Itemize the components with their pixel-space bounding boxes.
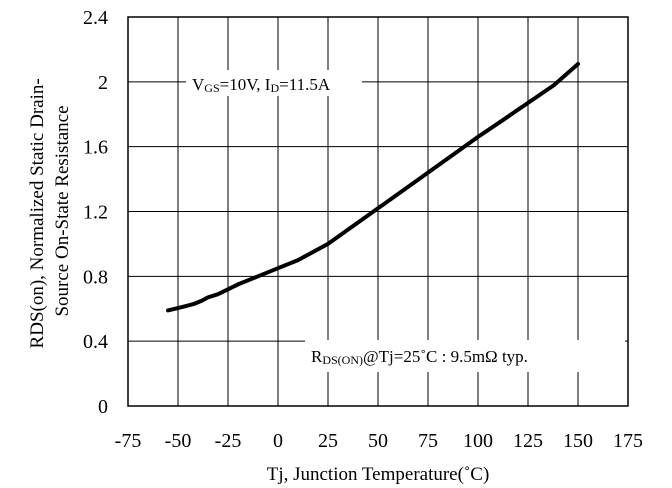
rds-annotation: RDS(ON)@Tj=25˚C : 9.5mΩ typ. xyxy=(311,347,528,367)
y-tick-label: 2 xyxy=(98,72,108,94)
x-tick-label: 50 xyxy=(368,430,388,452)
x-tick-label: 100 xyxy=(463,430,493,452)
y-tick-label: 0 xyxy=(98,396,108,418)
x-tick-label: 75 xyxy=(418,430,438,452)
y-tick-label: 0.4 xyxy=(83,331,108,353)
x-tick-label: 150 xyxy=(563,430,593,452)
y-tick-label: 2.4 xyxy=(83,7,108,29)
x-tick-label: -50 xyxy=(165,430,192,452)
plot-frame xyxy=(127,16,629,407)
x-tick-label: -25 xyxy=(215,430,242,452)
y-axis-title-line2: Source On-State Resistance xyxy=(52,105,73,316)
x-tick-labels: -75 -50 -25 0 25 50 75 100 125 150 175 xyxy=(115,430,643,452)
y-tick-labels: 0 0.4 0.8 1.2 1.6 2 2.4 xyxy=(83,7,108,418)
y-tick-label: 0.8 xyxy=(83,266,108,288)
x-tick-label: 0 xyxy=(273,430,283,452)
conditions-box-bg xyxy=(186,70,362,96)
conditions-annotation: VGS=10V, ID=11.5A xyxy=(192,75,331,95)
y-axis-title-line1: RDS(on), Normalized Static Drain- xyxy=(27,78,48,348)
x-axis-title: Tj, Junction Temperature(˚C) xyxy=(267,464,490,485)
y-tick-label: 1.6 xyxy=(83,137,108,159)
x-tick-label: 25 xyxy=(318,430,338,452)
series-line xyxy=(166,62,580,313)
x-tick-label: -75 xyxy=(115,430,142,452)
y-axis-title: RDS(on), Normalized Static Drain- Source… xyxy=(27,74,73,349)
rds-box-bg xyxy=(305,340,625,372)
y-tick-label: 1.2 xyxy=(83,202,108,224)
x-tick-label: 125 xyxy=(513,430,543,452)
x-tick-label: 175 xyxy=(613,430,643,452)
